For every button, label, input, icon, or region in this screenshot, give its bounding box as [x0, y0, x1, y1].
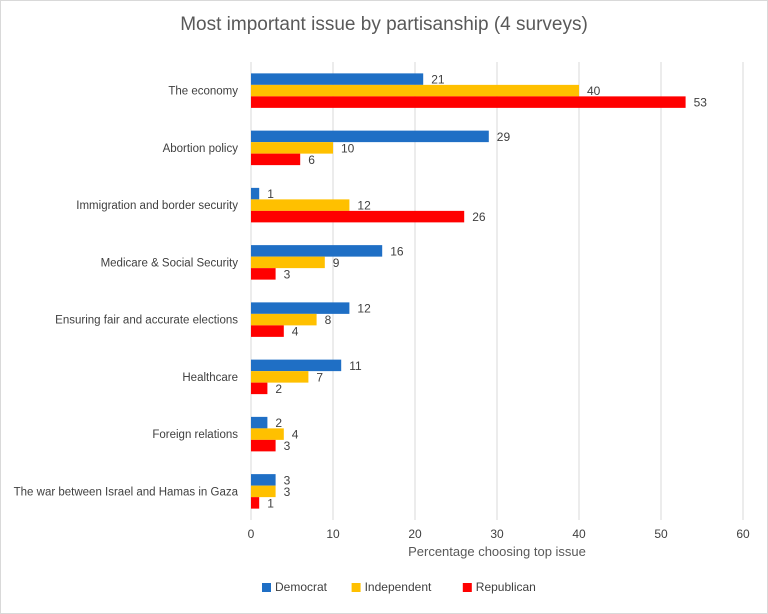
category-label: Abortion policy	[163, 143, 239, 155]
legend-label-democrat: Democrat	[275, 580, 328, 594]
bar-democrat	[251, 302, 350, 314]
data-label-independent: 4	[292, 428, 299, 442]
chart-title: Most important issue by partisanship (4 …	[180, 14, 588, 35]
bar-republican	[251, 268, 276, 280]
data-label-democrat: 1	[267, 187, 274, 201]
bar-republican	[251, 325, 284, 337]
data-label-independent: 9	[333, 256, 340, 270]
category-label: Healthcare	[182, 372, 238, 384]
data-label-republican: 2	[275, 382, 282, 396]
category-label: Medicare & Social Security	[101, 257, 239, 269]
bar-independent	[251, 199, 350, 211]
legend-label-republican: Republican	[476, 580, 536, 594]
data-label-democrat: 3	[284, 473, 291, 487]
x-tick-label: 40	[572, 527, 586, 541]
legend-label-independent: Independent	[365, 580, 432, 594]
data-label-independent: 7	[316, 370, 323, 384]
legend-swatch-democrat	[262, 583, 271, 592]
bar-democrat	[251, 187, 260, 200]
data-label-democrat: 21	[431, 73, 445, 87]
bar-democrat	[251, 130, 489, 143]
data-label-democrat: 2	[275, 416, 282, 430]
data-label-independent: 12	[357, 199, 371, 213]
bar-democrat	[251, 474, 276, 486]
bar-independent	[251, 371, 309, 383]
x-tick-label: 10	[326, 527, 340, 541]
bar-democrat	[251, 416, 268, 429]
data-label-democrat: 29	[497, 130, 511, 144]
bar-republican	[251, 96, 686, 108]
data-label-republican: 6	[308, 153, 315, 167]
bar-independent	[251, 256, 325, 269]
legend: Democrat Independent Republican	[262, 580, 536, 594]
category-label: The war between Israel and Hamas in Gaza	[14, 486, 239, 498]
x-tick-label: 0	[248, 527, 255, 541]
category-label: Ensuring fair and accurate elections	[55, 315, 238, 327]
bar-independent	[251, 313, 317, 326]
x-tick-label: 20	[408, 527, 422, 541]
bar-independent	[251, 84, 579, 97]
legend-swatch-republican	[462, 583, 472, 592]
bar-independent	[251, 428, 284, 440]
data-label-independent: 40	[587, 84, 601, 98]
data-label-democrat: 12	[357, 302, 371, 316]
data-label-independent: 8	[325, 313, 332, 327]
data-label-democrat: 16	[390, 244, 404, 258]
data-label-democrat: 11	[349, 359, 362, 373]
data-label-republican: 3	[284, 267, 291, 281]
x-axis-title: Percentage choosing top issue	[408, 544, 586, 559]
category-label: Immigration and border security	[76, 200, 238, 212]
bar-republican	[251, 382, 268, 395]
bar-independent	[251, 485, 276, 498]
bar-democrat	[251, 245, 383, 257]
bar-republican	[251, 153, 301, 166]
bars	[251, 73, 686, 509]
category-label: Foreign relations	[152, 429, 238, 441]
bar-democrat	[251, 359, 342, 372]
data-label-republican: 1	[267, 496, 274, 510]
data-label-republican: 3	[284, 439, 291, 453]
x-tick-label: 30	[490, 527, 504, 541]
bar-independent	[251, 142, 333, 154]
bar-republican	[251, 210, 465, 223]
data-label-independent: 3	[284, 485, 291, 499]
bar-democrat	[251, 73, 424, 85]
data-label-republican: 26	[472, 210, 486, 224]
bar-republican	[251, 439, 276, 452]
data-label-republican: 53	[694, 96, 708, 110]
data-label-independent: 10	[341, 141, 355, 155]
legend-swatch-independent	[351, 583, 361, 592]
data-label-republican: 4	[292, 325, 299, 339]
category-label: The economy	[168, 86, 238, 98]
bar-republican	[251, 497, 260, 509]
x-tick-label: 60	[736, 527, 750, 541]
x-tick-label: 50	[654, 527, 668, 541]
